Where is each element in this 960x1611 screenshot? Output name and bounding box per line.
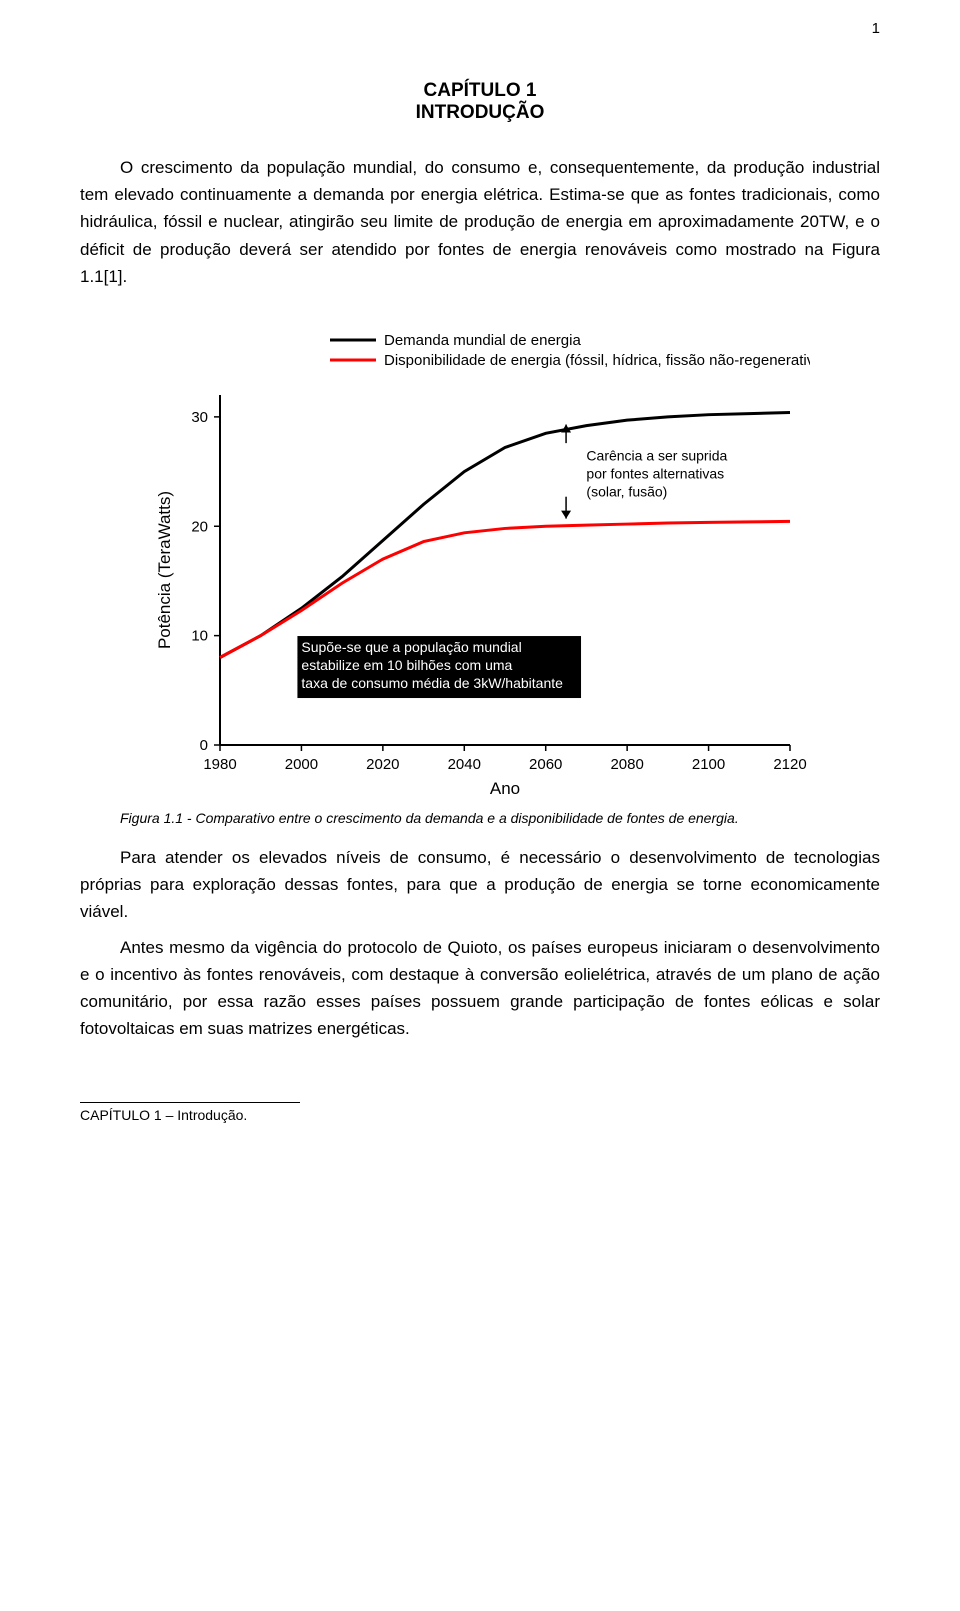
svg-text:estabilize em 10 bilhões com u: estabilize em 10 bilhões com uma <box>301 657 512 673</box>
svg-text:Disponibilidade de energia (fó: Disponibilidade de energia (fóssil, hídr… <box>384 352 810 369</box>
footer-divider <box>80 1102 300 1103</box>
svg-text:por fontes alternativas: por fontes alternativas <box>586 466 724 482</box>
svg-text:2080: 2080 <box>610 756 643 773</box>
svg-text:2060: 2060 <box>529 756 562 773</box>
paragraph-3: Antes mesmo da vigência do protocolo de … <box>80 934 880 1043</box>
svg-text:(solar, fusão): (solar, fusão) <box>586 484 667 500</box>
svg-text:1980: 1980 <box>203 756 236 773</box>
figure-caption: Figura 1.1 - Comparativo entre o crescim… <box>80 810 880 826</box>
chapter-title: CAPÍTULO 1 <box>80 80 880 102</box>
svg-text:Potência (TeraWatts): Potência (TeraWatts) <box>155 491 174 649</box>
svg-text:0: 0 <box>200 737 208 754</box>
svg-text:taxa de consumo média de 3kW/h: taxa de consumo média de 3kW/habitante <box>301 675 563 691</box>
svg-text:10: 10 <box>191 628 208 645</box>
page-number: 1 <box>872 20 880 37</box>
svg-text:Ano: Ano <box>490 779 520 798</box>
svg-text:2020: 2020 <box>366 756 399 773</box>
svg-text:Carência a ser suprida: Carência a ser suprida <box>586 448 727 464</box>
chapter-subtitle: INTRODUÇÃO <box>80 102 880 124</box>
paragraph-2: Para atender os elevados níveis de consu… <box>80 844 880 926</box>
footer-text: CAPÍTULO 1 – Introdução. <box>80 1107 880 1123</box>
svg-text:2100: 2100 <box>692 756 725 773</box>
svg-text:Demanda mundial de energia: Demanda mundial de energia <box>384 332 581 349</box>
svg-text:2040: 2040 <box>448 756 481 773</box>
paragraph-1: O crescimento da população mundial, do c… <box>80 154 880 290</box>
svg-text:30: 30 <box>191 409 208 426</box>
svg-text:2120: 2120 <box>773 756 806 773</box>
svg-text:2000: 2000 <box>285 756 318 773</box>
energy-demand-chart: 0 10 20 30 1980 2000 2020 2040 2060 2080 2100 2120 A… <box>150 320 810 800</box>
svg-text:20: 20 <box>191 518 208 535</box>
svg-text:Supõe-se que a população mundi: Supõe-se que a população mundial <box>301 639 521 655</box>
figure-1-1: 0 10 20 30 1980 2000 2020 2040 2060 2080 2100 2120 A… <box>80 320 880 800</box>
